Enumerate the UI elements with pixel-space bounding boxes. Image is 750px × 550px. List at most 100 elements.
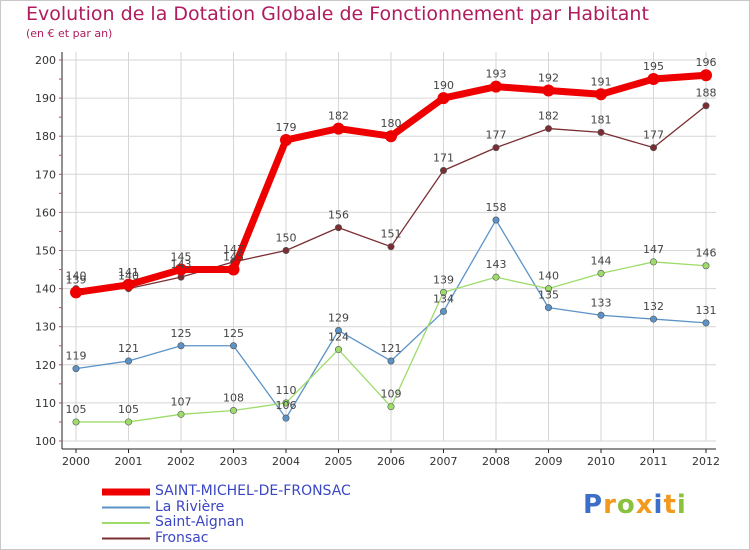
data-point-saint-aignan [702,262,710,270]
data-label-saint-michel-de-fronsac: 139 [66,273,87,286]
data-point-la-rivi-re [544,304,552,312]
data-label-saint-aignan: 139 [433,273,454,286]
y-tick-label: 190 [35,92,56,105]
data-point-la-rivi-re [649,315,657,323]
data-point-saint-michel-de-fronsac [542,84,555,97]
chart-subtitle: (en € et par an) [26,27,113,40]
data-label-la-rivi-re: 119 [66,350,87,363]
chart-title: Evolution de la Dotation Globale de Fonc… [26,3,649,25]
data-label-fronsac: 177 [486,129,507,142]
x-tick-label: 2009 [535,455,563,468]
data-label-saint-michel-de-fronsac: 141 [118,266,139,279]
legend-label-la-rivi-re: La Rivière [155,498,225,515]
data-label-saint-aignan: 124 [328,331,349,344]
data-label-la-rivi-re: 129 [328,312,349,325]
legend [102,488,150,540]
data-point-saint-michel-de-fronsac [700,69,712,82]
data-point-fronsac [492,144,500,152]
data-label-fronsac: 188 [696,87,717,100]
data-point-la-rivi-re [282,414,290,422]
data-point-saint-aignan [125,418,133,426]
y-tick-label: 120 [35,359,56,372]
data-label-fronsac: 140 [118,270,139,283]
data-label-la-rivi-re: 132 [643,300,664,313]
data-labels: 119 121 125 125 106 129 121 134 158 135 133 132 131 1… [66,56,717,416]
data-label-saint-aignan: 109 [381,388,402,401]
data-point-saint-michel-de-fronsac [595,88,607,101]
data-point-saint-michel-de-fronsac [175,263,187,276]
data-point-la-rivi-re [334,327,342,335]
data-point-fronsac [649,144,657,152]
data-label-saint-michel-de-fronsac: 179 [276,121,297,134]
data-label-saint-aignan: 147 [643,243,664,256]
data-point-la-rivi-re [597,311,605,319]
data-label-saint-aignan: 140 [538,270,559,283]
data-label-saint-michel-de-fronsac: 196 [696,56,717,69]
data-label-la-rivi-re: 121 [381,342,402,355]
data-label-saint-michel-de-fronsac: 191 [591,75,612,88]
x-tick-label: 2002 [167,455,195,468]
data-label-saint-aignan: 146 [696,247,717,260]
x-tick-label: 2005 [325,455,353,468]
data-label-saint-aignan: 144 [591,254,612,267]
data-label-saint-michel-de-fronsac: 180 [381,117,402,130]
y-tick-label: 100 [35,435,56,448]
proxiti-logo: Proxiti [583,490,687,520]
data-point-saint-michel-de-fronsac [227,263,240,276]
data-label-saint-aignan: 143 [486,258,507,271]
data-point-saint-michel-de-fronsac [490,80,502,93]
data-point-saint-aignan [649,258,657,266]
data-label-saint-michel-de-fronsac: 193 [486,68,507,81]
data-point-saint-michel-de-fronsac [70,286,82,299]
logo-letter: t [663,490,677,520]
x-tick-label: 2003 [220,455,248,468]
data-point-saint-aignan [492,273,500,281]
x-tick-label: 2007 [430,455,458,468]
data-point-fronsac [387,243,395,251]
data-label-la-rivi-re: 121 [118,342,139,355]
legend-label-saint-aignan: Saint-Aignan [155,514,245,530]
data-label-fronsac: 150 [276,232,297,245]
y-tick-label: 140 [35,283,56,296]
data-point-saint-aignan [282,399,290,407]
data-point-fronsac [597,128,605,136]
grid [62,52,716,442]
x-tick-label: 2008 [482,455,510,468]
data-point-saint-aignan [177,410,185,418]
data-point-saint-aignan [72,418,80,426]
x-tick-label: 2004 [272,455,300,468]
data-label-saint-michel-de-fronsac: 182 [328,110,349,123]
data-point-fronsac [282,247,290,255]
data-point-saint-aignan [439,288,447,296]
data-point-saint-aignan [334,346,342,354]
data-label-fronsac: 181 [591,113,612,126]
data-point-saint-michel-de-fronsac [122,278,135,291]
data-label-la-rivi-re: 135 [538,289,559,302]
data-label-fronsac: 171 [433,151,454,164]
logo-letter: x [635,490,654,520]
x-tick-label: 2000 [62,455,90,468]
data-label-la-rivi-re: 158 [486,201,507,214]
data-label-fronsac: 156 [328,209,349,222]
data-point-la-rivi-re [177,342,185,350]
data-label-la-rivi-re: 134 [433,292,454,305]
y-tick-label: 150 [35,245,56,258]
y-tick-label: 180 [35,130,56,143]
data-point-fronsac [439,166,447,174]
data-label-saint-michel-de-fronsac: 195 [643,60,664,73]
data-label-fronsac: 140 [66,270,87,283]
legend-label-saint-michel-de-fronsac: SAINT-MICHEL-DE-FRONSAC [155,483,351,499]
data-label-fronsac: 147 [223,243,244,256]
x-tick-label: 2006 [377,455,405,468]
data-label-saint-michel-de-fronsac: 145 [223,251,244,264]
data-point-fronsac [702,102,710,110]
data-point-saint-aignan [544,285,552,293]
data-label-saint-aignan: 105 [118,403,139,416]
data-point-saint-michel-de-fronsac [647,73,660,86]
x-tick-label: 2001 [115,455,143,468]
data-label-fronsac: 143 [171,258,192,271]
data-point-saint-aignan [597,269,605,277]
y-tick-label: 160 [35,206,56,219]
